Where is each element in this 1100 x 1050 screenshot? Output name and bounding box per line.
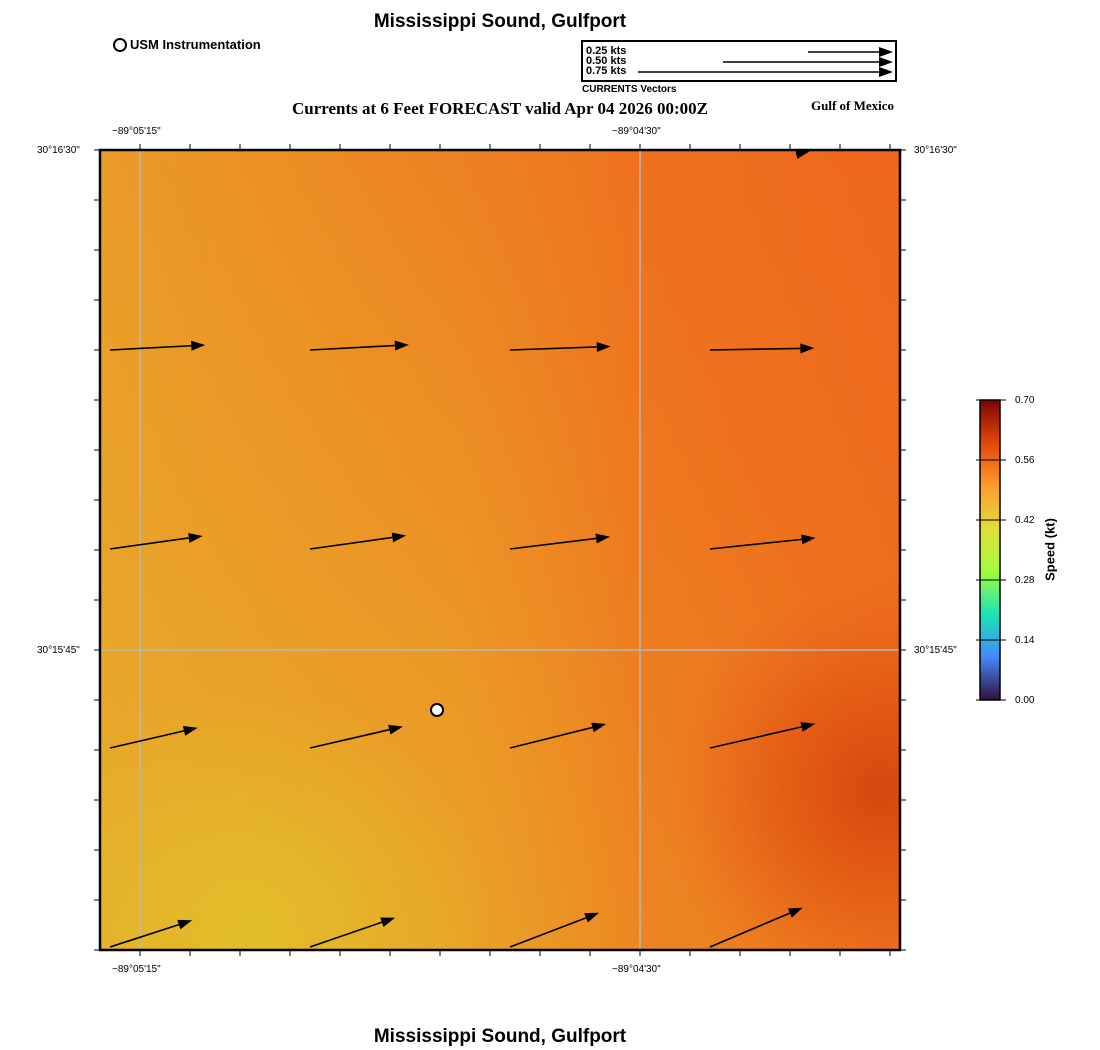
footer-title: Mississippi Sound, Gulfport xyxy=(373,1026,627,1047)
lat-label-left-1: 30°16'30" xyxy=(37,145,80,156)
axis-ticks xyxy=(94,144,906,956)
lat-label-right-1: 30°16'30" xyxy=(914,145,957,156)
colorbar xyxy=(976,399,1006,701)
lon-label-top-1: −89°05'15" xyxy=(112,126,161,137)
colorbar-title-wrap: Speed (kt) xyxy=(1010,518,1090,581)
current-vector-arrow xyxy=(509,533,611,550)
current-vector-arrow xyxy=(309,340,409,351)
instrument-legend-label: USM Instrumentation xyxy=(130,37,261,52)
vector-scale-label-3: 0.75 kts xyxy=(586,65,627,77)
vector-scale-arrow xyxy=(723,57,893,67)
colorbar-tick-label: 0.42 xyxy=(1015,515,1035,526)
colorbar-tick-label: 0.70 xyxy=(1015,395,1035,406)
map-title: Mississippi Sound, Gulfport xyxy=(373,11,627,32)
region-label: Gulf of Mexico xyxy=(811,98,895,113)
current-vector-arrow xyxy=(709,534,816,550)
colorbar-tick-label: 0.56 xyxy=(1015,455,1035,466)
vector-scale-arrows xyxy=(638,47,893,77)
instrument-legend: USM Instrumentation xyxy=(113,37,261,52)
current-vectors xyxy=(109,149,816,948)
colorbar-tick-label: 0.14 xyxy=(1015,635,1035,646)
current-vector-arrow xyxy=(109,340,206,351)
colorbar-tick-label: 0.00 xyxy=(1015,695,1035,706)
current-vector-arrow xyxy=(309,917,396,948)
colorbar-title: Speed (kt) xyxy=(1042,518,1058,581)
station-marker-icon xyxy=(113,37,127,52)
lon-label-bottom-1: −89°05'15" xyxy=(112,964,161,975)
current-vector-arrow xyxy=(509,722,607,749)
vector-scale-arrow xyxy=(808,47,893,57)
current-vector-arrow xyxy=(309,532,407,550)
current-vector-arrow xyxy=(509,912,600,948)
lat-label-right-2: 30°15'45" xyxy=(914,645,957,656)
vector-scale-label-2: 0.50 kts xyxy=(586,55,627,67)
graticule xyxy=(100,150,900,950)
current-vector-arrow xyxy=(509,341,611,352)
current-vector-arrow xyxy=(109,726,198,749)
usm-station-marker[interactable] xyxy=(430,703,444,717)
lon-label-bottom-2: −89°04'30" xyxy=(612,964,661,975)
colorbar-tick-label: 0.28 xyxy=(1015,575,1035,586)
lon-label-top-2: −89°04'30" xyxy=(612,126,661,137)
current-vector-arrow xyxy=(309,724,403,749)
current-vector-arrow xyxy=(109,532,203,550)
current-vector-arrow xyxy=(709,343,815,354)
forecast-subtitle: Currents at 6 Feet FORECAST valid Apr 04… xyxy=(291,99,709,118)
vector-caption: CURRENTS Vectors xyxy=(582,84,677,95)
current-vector-arrow xyxy=(109,919,193,948)
current-vector-arrow xyxy=(795,149,810,159)
current-vector-arrow xyxy=(709,721,816,749)
vector-scale-arrow xyxy=(638,67,893,77)
current-vector-arrow xyxy=(709,907,803,948)
vector-scale-legend: 0.25 kts 0.50 kts 0.75 kts xyxy=(581,40,897,82)
lat-label-left-2: 30°15'45" xyxy=(37,645,80,656)
speed-field xyxy=(100,150,900,950)
vector-scale-label-1: 0.25 kts xyxy=(586,45,627,57)
